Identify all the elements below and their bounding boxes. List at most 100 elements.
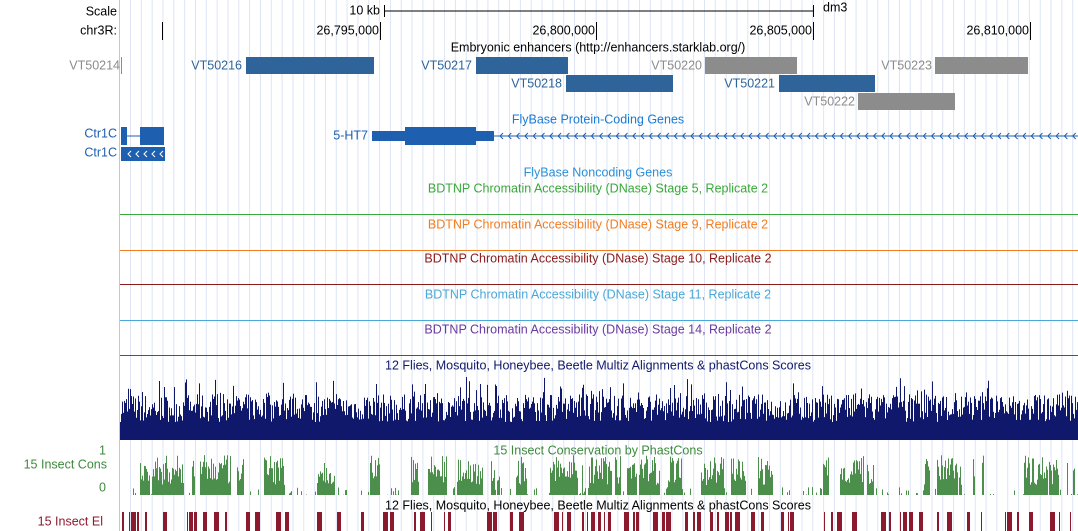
- enhancer-label: VT50221: [724, 76, 775, 90]
- strand-arrow: [997, 132, 1002, 140]
- enhancer-track: VT50214 VT50216 VT50217 VT50218 VT50220 VT502…: [69, 57, 1028, 110]
- gene-label: Ctr1C: [84, 145, 117, 159]
- strand-arrow: [864, 132, 869, 140]
- element: [824, 512, 825, 531]
- element: [751, 512, 755, 531]
- strand-arrow: [640, 132, 645, 140]
- strand-arrow: [590, 132, 595, 140]
- gene-track: Ctr1C Ctr1C 5-HT7: [84, 126, 1078, 161]
- strand-arrow: [988, 132, 994, 140]
- axis-max: 1: [99, 443, 106, 457]
- element: [608, 512, 611, 531]
- element: [903, 512, 907, 531]
- element: [1029, 512, 1033, 531]
- element: [317, 512, 322, 531]
- element: [145, 512, 147, 531]
- element: [189, 512, 193, 531]
- element: [337, 512, 341, 531]
- strand-arrow: [831, 132, 836, 140]
- enhancer-box: [779, 75, 875, 92]
- gene-exon: [121, 147, 165, 161]
- strand-arrow: [1047, 132, 1052, 140]
- element: [487, 512, 492, 531]
- strand-arrow: [905, 132, 911, 140]
- element: [122, 512, 124, 531]
- phastcons-wiggle: [133, 455, 1078, 495]
- element: [685, 512, 688, 531]
- gene-exon: [405, 127, 476, 145]
- element: [448, 512, 451, 531]
- strand-arrow: [715, 132, 720, 140]
- enhancer-label: VT50217: [421, 58, 472, 72]
- element: [383, 512, 388, 531]
- strand-arrow: [889, 132, 894, 140]
- track-title: BDTNP Chromatin Accessibility (DNase) St…: [425, 287, 771, 301]
- element: [900, 512, 901, 531]
- track-title: 15 Insect Conservation by PhastCons: [493, 443, 702, 457]
- element: [837, 512, 842, 531]
- strand-arrow: [822, 132, 828, 140]
- element: [710, 512, 713, 531]
- element: [1059, 512, 1060, 531]
- scale-label: Scale: [86, 4, 117, 18]
- ruler-tick-label: 26,800,000: [532, 23, 595, 37]
- element: [937, 512, 939, 531]
- element: [420, 512, 425, 531]
- enhancer-box: [935, 57, 1028, 74]
- element: [285, 512, 289, 531]
- strand-arrow: [723, 132, 728, 140]
- element: [730, 512, 732, 531]
- strand-arrow: [814, 132, 819, 140]
- element: [633, 512, 635, 531]
- axis-min: 0: [99, 480, 106, 494]
- strand-arrow: [881, 132, 886, 140]
- element: [693, 512, 695, 531]
- element: [1017, 512, 1019, 531]
- strand-arrow: [598, 132, 603, 140]
- element: [554, 512, 559, 531]
- strand-arrow: [748, 132, 753, 140]
- scale-bar-label: 10 kb: [349, 3, 380, 17]
- strand-arrow: [565, 132, 570, 140]
- element: [636, 512, 639, 531]
- track-title: Embryonic enhancers (http://enhancers.st…: [451, 40, 746, 54]
- element: [981, 512, 982, 531]
- element: [653, 512, 658, 531]
- gene-utr: [476, 131, 494, 141]
- strand-arrow: [1013, 132, 1018, 140]
- strand-arrow: [798, 132, 803, 140]
- element: [919, 512, 923, 531]
- strand-arrow: [972, 132, 977, 140]
- strand-arrow: [499, 132, 504, 140]
- element: [1070, 512, 1071, 531]
- element: [361, 512, 364, 531]
- strand-arrow: [731, 132, 736, 140]
- enhancer-box: [476, 57, 568, 74]
- element: [781, 512, 784, 531]
- strand-arrow: [947, 132, 952, 140]
- strand-arrow: [665, 132, 670, 140]
- element: [582, 512, 584, 531]
- element: [276, 512, 281, 531]
- strand-arrow: [615, 132, 620, 140]
- track-title: BDTNP Chromatin Accessibility (DNase) St…: [424, 251, 771, 265]
- element: [598, 512, 601, 531]
- strand-arrow: [955, 132, 960, 140]
- track-label: 15 Insect El: [38, 514, 103, 528]
- strand-arrow: [507, 132, 512, 140]
- strand-arrow: [897, 132, 902, 140]
- strand-arrow: [159, 150, 164, 158]
- element: [889, 512, 891, 531]
- element: [666, 512, 671, 531]
- element: [761, 512, 764, 531]
- strand-arrow: [756, 132, 761, 140]
- element: [967, 512, 970, 531]
- strand-arrow: [143, 150, 148, 158]
- element: [431, 512, 432, 531]
- strand-arrow: [135, 150, 140, 158]
- strand-arrow: [582, 132, 587, 140]
- strand-arrow: [540, 132, 545, 140]
- element: [909, 512, 913, 531]
- strand-arrow: [781, 132, 786, 140]
